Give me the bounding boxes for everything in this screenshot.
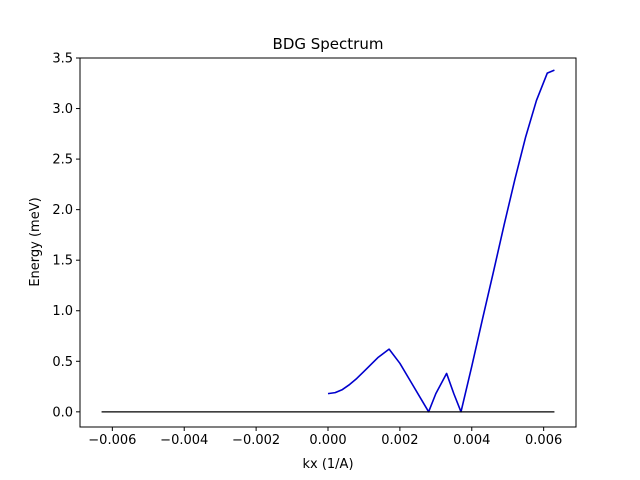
y-tick-label: 3.5 [52,52,73,67]
x-tick-label: 0.006 [525,433,562,448]
y-tick-label: 1.0 [52,304,73,319]
y-tick-label: 0.5 [52,355,73,370]
x-tick-label: 0.004 [453,433,490,448]
y-tick-label: 2.5 [52,153,73,168]
plot-frame [79,57,577,428]
x-tick-label: −0.002 [232,433,280,448]
y-tick-label: 3.0 [52,102,73,117]
x-tick-label: 0.002 [381,433,418,448]
y-axis-label: Energy (meV) [28,197,43,286]
x-tick-label: −0.006 [88,433,136,448]
x-axis-label: kx (1/A) [302,457,353,472]
y-tick-label: 1.5 [52,254,73,269]
x-tick-label: 0.000 [309,433,346,448]
y-tick-label: 2.0 [52,203,73,218]
x-tick-label: −0.004 [160,433,208,448]
chart-title: BDG Spectrum [273,35,384,53]
x-axis-ticks: −0.006 −0.004 −0.002 0.000 0.002 0.004 0.006 [88,427,562,448]
plot-lines [101,69,555,413]
y-tick-label: 0.0 [52,405,73,420]
series-line-0 [327,69,555,413]
y-axis-ticks: 0.0 0.5 1.0 1.5 2.0 2.5 3.0 3.5 [52,52,80,420]
